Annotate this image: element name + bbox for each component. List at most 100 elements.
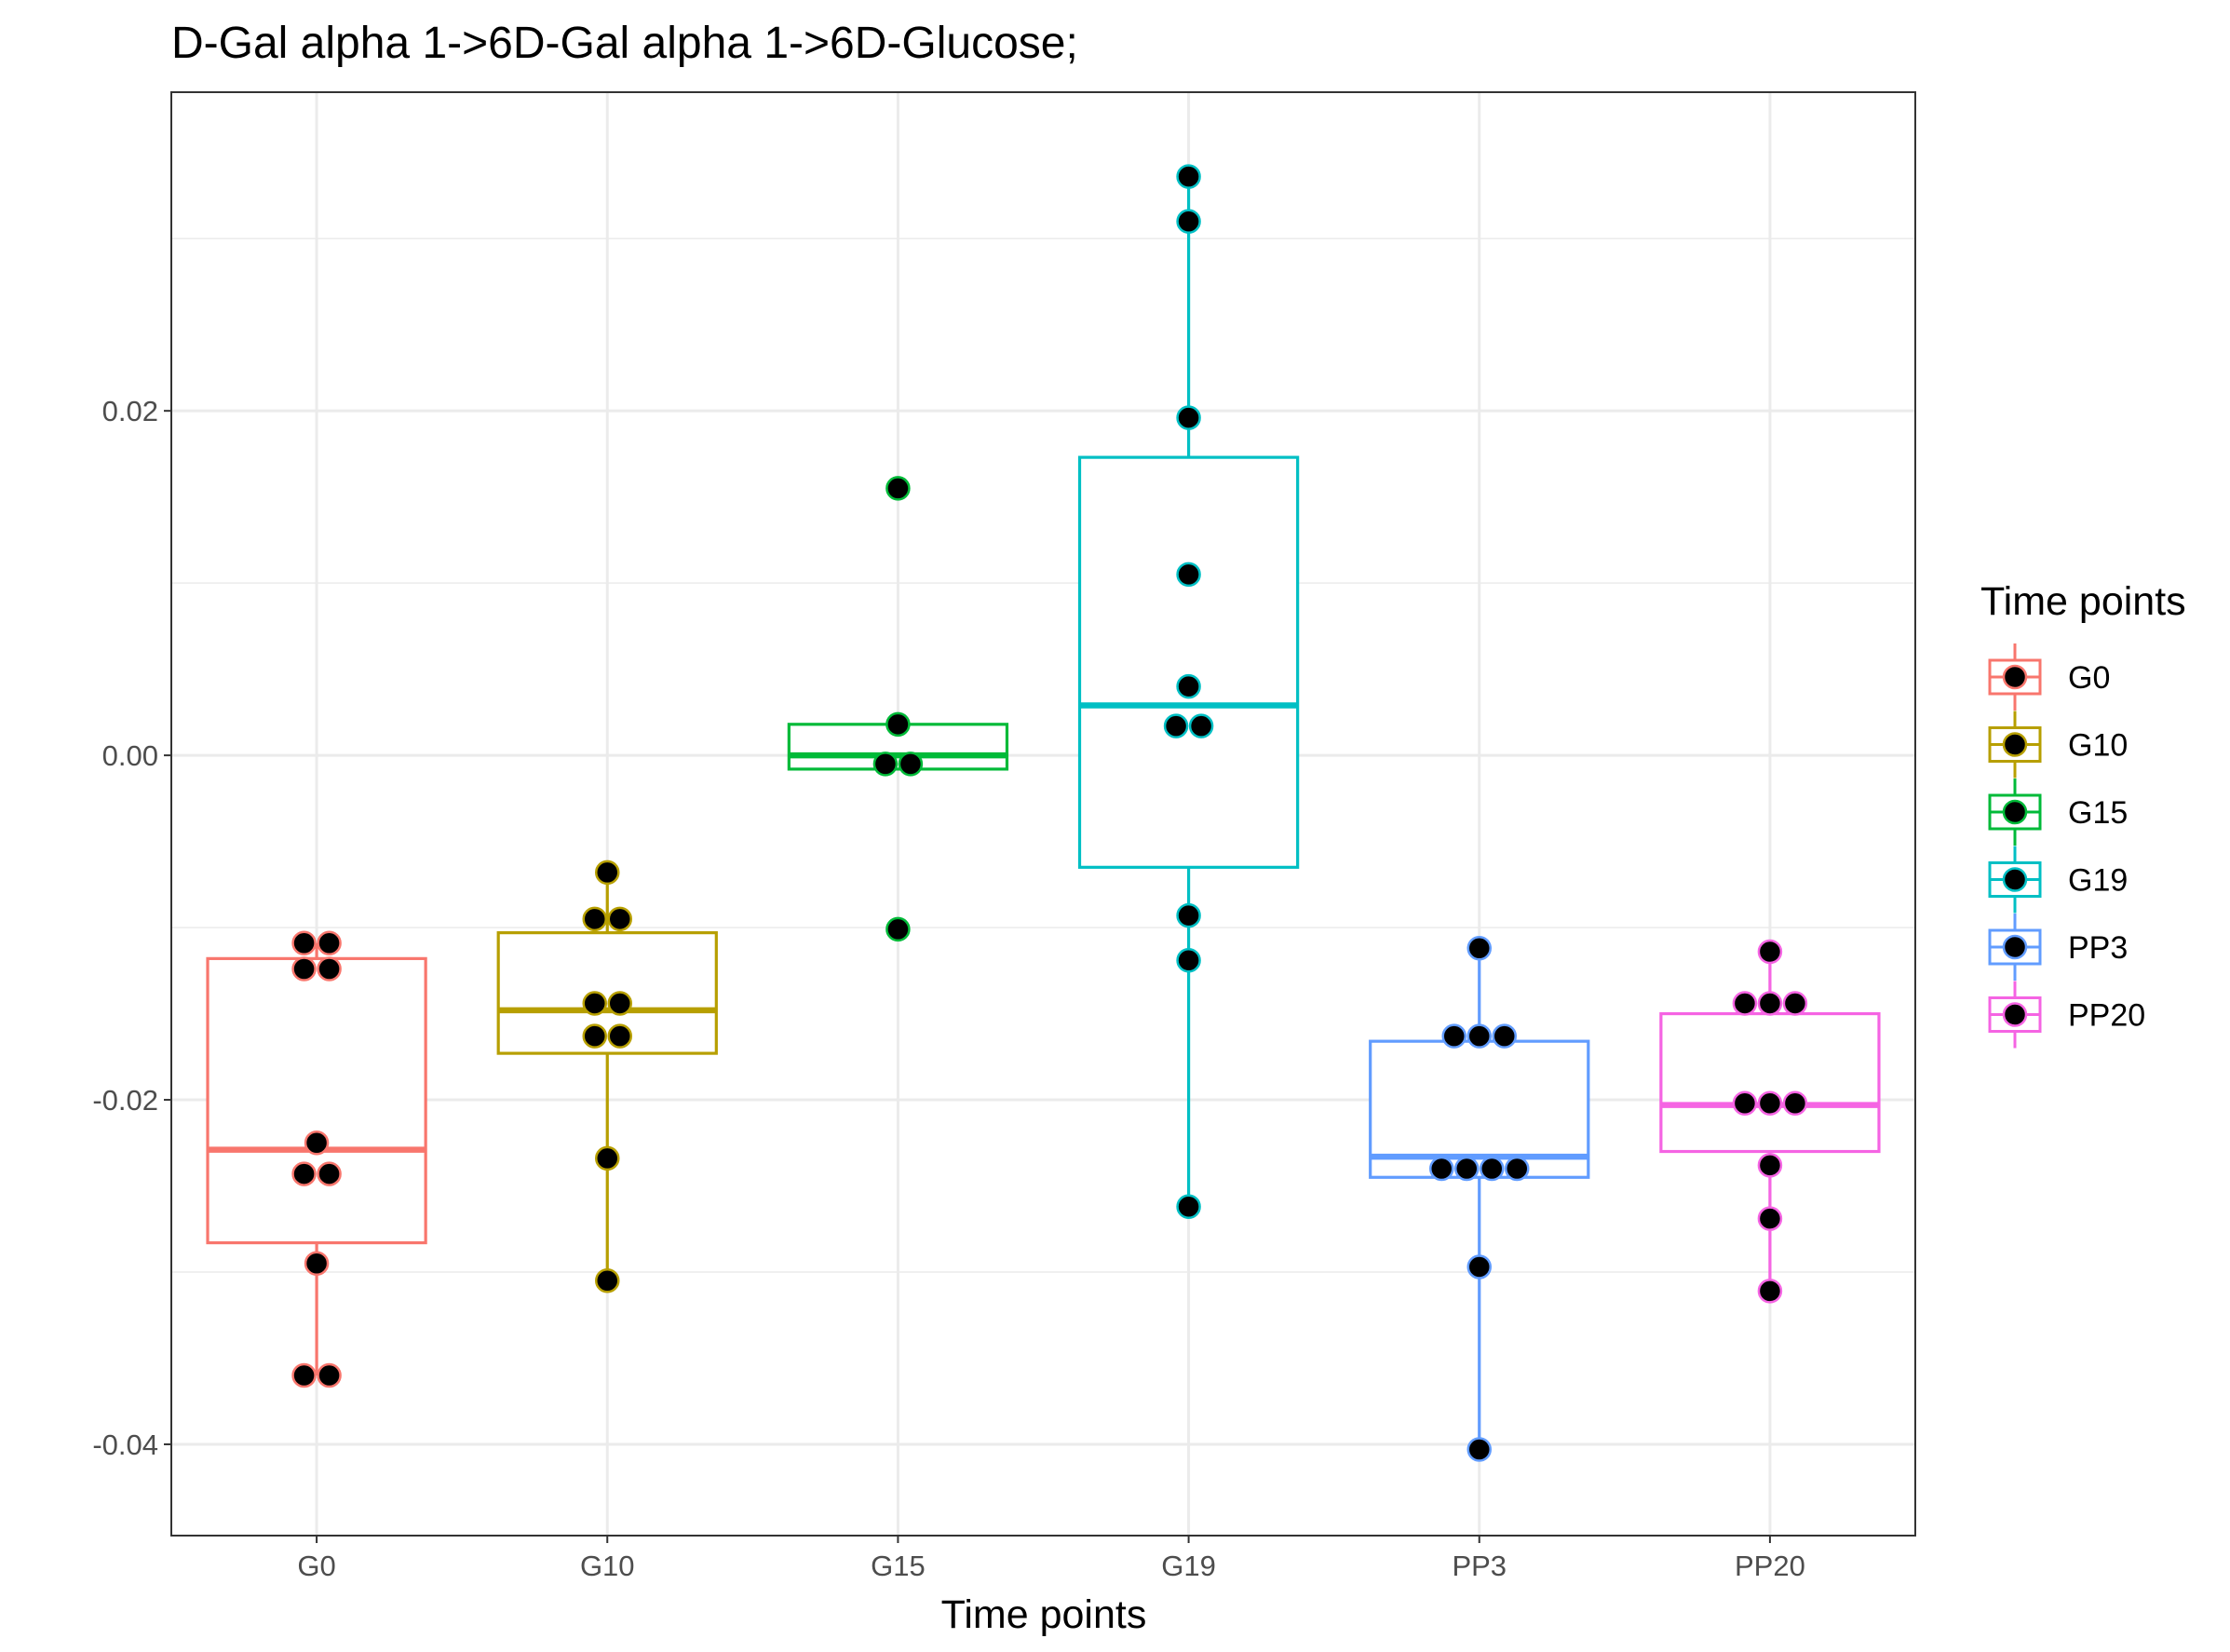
data-point <box>1782 1090 1808 1116</box>
x-axis: G0 G10 G15 G19 PP3 PP20 <box>297 1536 1805 1582</box>
data-point <box>1757 991 1783 1016</box>
panel-background <box>171 92 1915 1536</box>
data-point <box>1176 164 1201 189</box>
legend-label: PP20 <box>2068 998 2145 1034</box>
legend-label: G10 <box>2068 728 2128 764</box>
y-axis: -0.04 -0.02 0.00 0.02 <box>92 395 171 1461</box>
data-point <box>885 476 911 501</box>
legend-key-pp20: PP20 <box>1988 981 2145 1049</box>
data-point <box>885 711 911 738</box>
legend-key-g0: G0 <box>1988 643 2110 711</box>
data-point <box>1505 1156 1530 1182</box>
box-body <box>1077 455 1300 869</box>
data-point <box>582 1023 607 1049</box>
points-g19 <box>1163 164 1214 1219</box>
data-point <box>595 1145 620 1171</box>
data-point <box>317 1161 342 1186</box>
data-point <box>1163 713 1189 738</box>
data-point <box>1429 1156 1454 1182</box>
data-point <box>1480 1156 1505 1182</box>
points-g10 <box>582 860 632 1293</box>
points-pp3 <box>1429 936 1530 1462</box>
legend-label: G0 <box>2068 660 2110 696</box>
data-point <box>1441 1023 1466 1049</box>
x-tick-label: PP3 <box>1452 1550 1507 1582</box>
legend-point <box>2002 732 2028 757</box>
data-point <box>1757 1279 1783 1304</box>
legend-label: G19 <box>2068 863 2128 899</box>
data-point <box>1176 1194 1201 1219</box>
data-point <box>1757 1206 1783 1231</box>
box-g0 <box>206 942 427 1375</box>
chart-title: D-Gal alpha 1->6D-Gal alpha 1->6D-Glucos… <box>171 19 1078 68</box>
data-point <box>1176 947 1201 973</box>
data-point <box>872 752 899 777</box>
box-body <box>496 931 718 1055</box>
data-point <box>317 956 342 982</box>
y-tick-label: -0.02 <box>92 1084 158 1117</box>
data-point <box>1176 405 1201 430</box>
data-point <box>885 916 911 942</box>
data-point <box>291 1161 317 1186</box>
data-point <box>1757 1090 1783 1116</box>
legend-label: G15 <box>2068 795 2128 831</box>
points-g15 <box>872 476 924 942</box>
data-point <box>1757 1153 1783 1178</box>
data-point <box>1466 936 1492 961</box>
y-tick-label: 0.00 <box>102 739 158 772</box>
data-point <box>595 860 620 886</box>
legend-point <box>2002 867 2028 892</box>
data-point <box>582 991 607 1016</box>
legend-point <box>2002 664 2028 690</box>
panel-border <box>170 91 1916 1537</box>
y-tick-label: 0.02 <box>102 395 158 427</box>
x-tick-label: G10 <box>580 1550 635 1582</box>
y-tick-label: -0.04 <box>92 1429 158 1461</box>
data-point <box>291 956 317 982</box>
x-tick-label: G15 <box>871 1550 926 1582</box>
x-tick-label: G0 <box>297 1550 335 1582</box>
data-point <box>1466 1023 1492 1049</box>
data-point <box>1454 1156 1480 1182</box>
legend-key-g19: G19 <box>1988 846 2128 914</box>
legend: Time points G0 G10 G15 G19 PP3 PP20 <box>1980 579 2186 1049</box>
box-pp3 <box>1369 948 1590 1450</box>
box-pp20 <box>1659 951 1881 1292</box>
legend-key-g10: G10 <box>1988 711 2128 779</box>
data-point <box>1188 713 1214 738</box>
points-pp20 <box>1732 939 1808 1304</box>
data-point <box>595 1268 620 1293</box>
data-point <box>291 1362 317 1388</box>
x-tick-label: G19 <box>1161 1550 1216 1582</box>
data-point <box>1732 1090 1758 1116</box>
data-point <box>1176 209 1201 234</box>
data-point <box>1782 991 1808 1016</box>
plot-panel <box>170 91 1916 1537</box>
data-point <box>582 906 607 932</box>
data-point <box>1466 1254 1492 1280</box>
x-tick-label: PP20 <box>1735 1550 1805 1582</box>
points-g0 <box>291 930 342 1388</box>
box-body <box>1659 1011 1881 1154</box>
box-g19 <box>1077 176 1300 1207</box>
data-point <box>304 1251 330 1277</box>
data-point <box>607 991 632 1016</box>
legend-title: Time points <box>1980 579 2186 624</box>
box-body <box>206 956 427 1245</box>
data-point <box>607 906 632 932</box>
legend-point <box>2002 934 2028 960</box>
data-point <box>607 1023 632 1049</box>
x-axis-title: Time points <box>941 1592 1147 1637</box>
data-point <box>291 930 317 955</box>
legend-point <box>2002 799 2028 825</box>
data-point <box>317 1362 342 1388</box>
data-point <box>1176 562 1201 588</box>
data-point <box>1757 939 1783 965</box>
data-point <box>1732 991 1758 1016</box>
data-point <box>304 1131 330 1156</box>
box-g15 <box>787 723 1009 771</box>
data-point <box>1176 673 1201 699</box>
legend-key-pp3: PP3 <box>1988 914 2128 981</box>
data-point <box>317 930 342 955</box>
